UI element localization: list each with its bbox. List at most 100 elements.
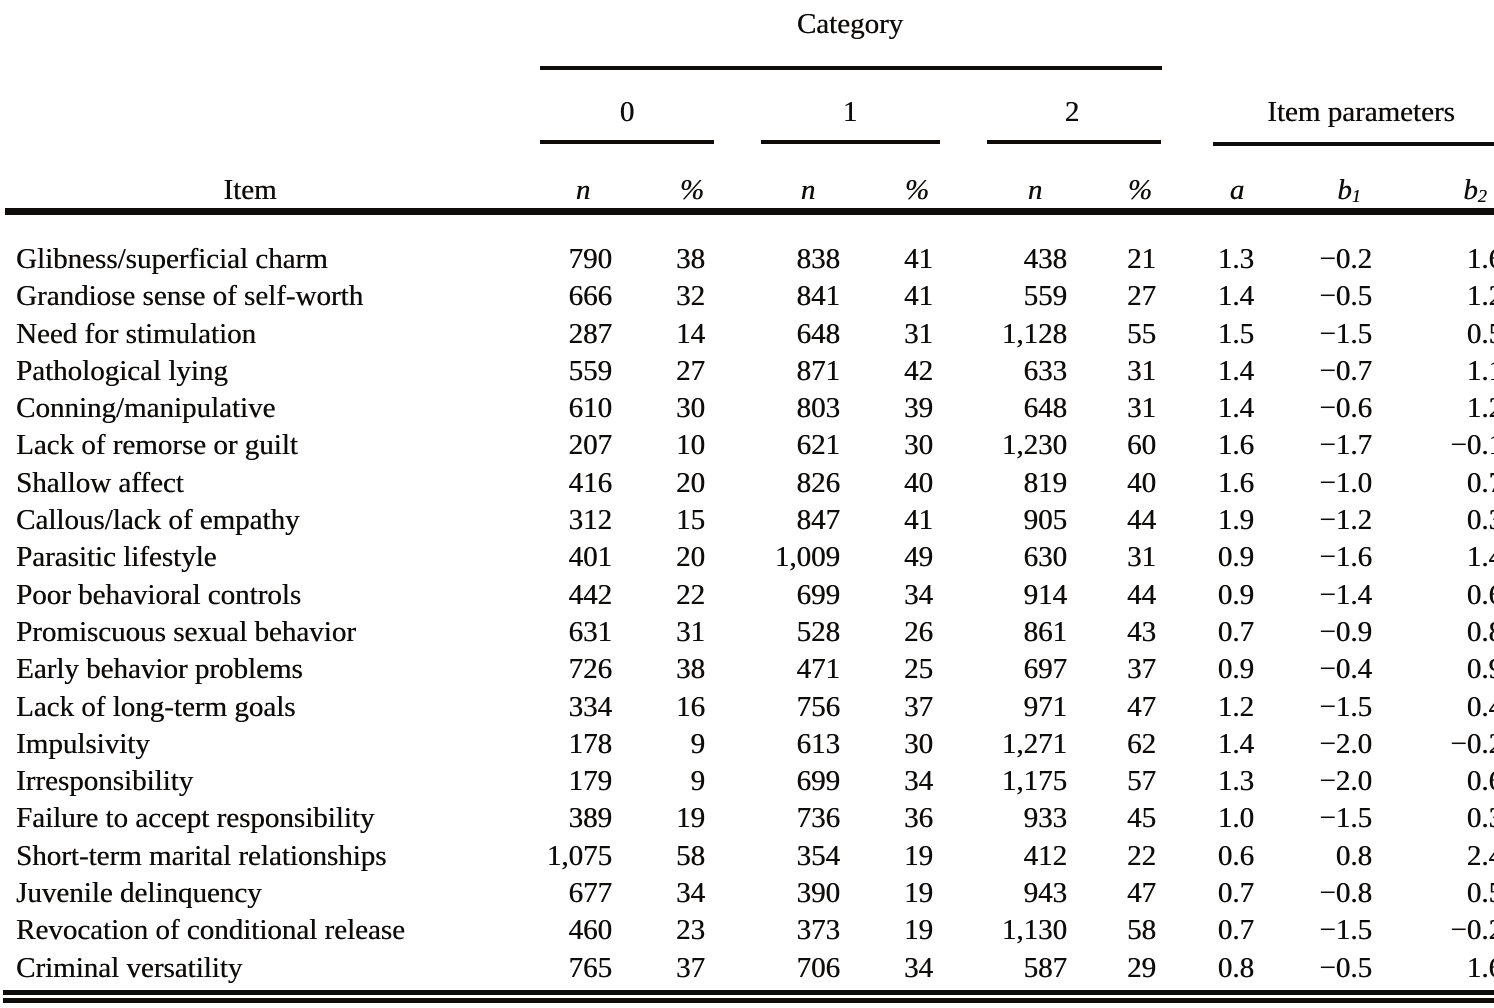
pct0-cell: 10 [676,429,705,462]
table-row: Juvenile delinquency 677 34 390 19 943 4… [0,875,1494,912]
item-cell: Glibness/superficial charm [16,243,328,275]
pct2-cell: 37 [1127,653,1156,686]
pct1-cell: 41 [904,504,933,537]
a-cell: 1.4 [1217,280,1254,313]
b1-cell: −0.5 [1319,951,1372,984]
n1-cell: 648 [796,317,841,350]
n1-cell: 756 [796,690,841,723]
a-cell: 1.6 [1217,429,1254,462]
a-cell: 1.4 [1217,354,1254,387]
rule-under-item-parameters [1213,142,1494,146]
pct0-cell: 38 [676,243,705,275]
table-row: Lack of remorse or guilt 207 10 621 30 1… [0,427,1494,464]
b2-cell: 1.2 [1466,392,1494,425]
n0-cell: 442 [568,578,613,611]
b1-column-header: b1 [1337,174,1361,207]
n0-cell: 631 [568,615,613,648]
n0-cell: 334 [568,690,613,723]
n2-cell: 819 [1023,466,1068,499]
b2-cell: 1.2 [1466,280,1494,313]
pct1-column-header: % [904,174,930,206]
table-row: Pathological lying 559 27 871 42 633 31 … [0,353,1494,390]
b2-cell: 1.6 [1466,951,1494,984]
n0-cell: 1,075 [546,839,612,872]
b1-cell: −1.7 [1319,429,1372,462]
item-cell: Failure to accept responsibility [16,802,375,835]
b2-cell: 1.6 [1466,243,1494,275]
b1-cell: −1.5 [1319,914,1372,947]
n2-cell: 438 [1023,243,1068,275]
b1-cell: −1.5 [1319,690,1372,723]
rule-under-level-0 [540,140,714,144]
a-cell: 0.7 [1217,914,1254,947]
rule-bottom-lower [3,998,1494,1003]
category-level-0: 0 [619,96,635,128]
table-row: Shallow affect 416 20 826 40 819 40 1.6 … [0,465,1494,502]
a-cell: 1.3 [1217,765,1254,798]
table-row: Conning/manipulative 610 30 803 39 648 3… [0,390,1494,427]
pct2-cell: 44 [1127,504,1156,537]
n0-cell: 179 [568,765,613,798]
pct0-cell: 34 [676,877,705,910]
pct1-cell: 30 [904,727,933,760]
n0-cell: 178 [568,727,613,760]
table-row: Revocation of conditional release 460 23… [0,912,1494,949]
item-cell: Poor behavioral controls [16,578,302,611]
rule-bottom-upper [3,990,1494,995]
n2-cell: 633 [1023,354,1068,387]
n1-cell: 613 [796,727,841,760]
n2-cell: 630 [1023,541,1068,574]
n0-cell: 726 [568,653,613,686]
b2-cell: 0.4 [1466,690,1494,723]
a-cell: 1.5 [1217,317,1254,350]
pct0-column-header: % [679,174,705,206]
a-cell: 1.4 [1217,392,1254,425]
rule-under-level-1 [761,140,940,144]
item-cell: Impulsivity [16,727,150,760]
n2-cell: 559 [1023,280,1068,313]
pct2-cell: 58 [1127,914,1156,947]
pct0-cell: 58 [676,839,705,872]
pct2-cell: 45 [1127,802,1156,835]
b2-cell: 0.8 [1466,615,1494,648]
pct1-cell: 19 [904,839,933,872]
n0-cell: 666 [568,280,613,313]
rule-header-separator [5,208,1494,215]
b2-cell: −0.1 [1450,429,1494,462]
n2-cell: 697 [1023,653,1068,686]
n0-cell: 610 [568,392,613,425]
pct2-cell: 47 [1127,690,1156,723]
n0-cell: 416 [568,466,613,499]
n0-cell: 401 [568,541,613,574]
a-column-header: a [1229,174,1245,206]
b1-cell: −1.0 [1319,466,1372,499]
n0-cell: 287 [568,317,613,350]
a-cell: 1.6 [1217,466,1254,499]
n0-cell: 389 [568,802,613,835]
item-cell: Revocation of conditional release [16,914,405,947]
pct2-cell: 47 [1127,877,1156,910]
b1-cell: −1.2 [1319,504,1372,537]
a-cell: 0.8 [1217,951,1254,984]
pct2-cell: 55 [1127,317,1156,350]
pct2-cell: 22 [1127,839,1156,872]
a-cell: 0.7 [1217,877,1254,910]
n0-cell: 765 [568,951,613,984]
pct0-cell: 16 [676,690,705,723]
n1-cell: 847 [796,504,841,537]
pct1-cell: 25 [904,653,933,686]
b1-cell: −2.0 [1319,765,1372,798]
item-cell: Short-term marital relationships [16,839,387,872]
n1-cell: 706 [796,951,841,984]
table-row: Irresponsibility 179 9 699 34 1,175 57 1… [0,763,1494,800]
a-cell: 1.4 [1217,727,1254,760]
item-cell: Early behavior problems [16,653,303,686]
b2-cell: 0.5 [1466,877,1494,910]
item-cell: Grandiose sense of self-worth [16,280,364,313]
item-cell: Callous/lack of empathy [16,504,300,537]
pct0-cell: 38 [676,653,705,686]
n1-cell: 736 [796,802,841,835]
category-level-1: 1 [842,96,858,128]
a-cell: 0.6 [1217,839,1254,872]
b1-cell: −0.2 [1319,243,1372,275]
